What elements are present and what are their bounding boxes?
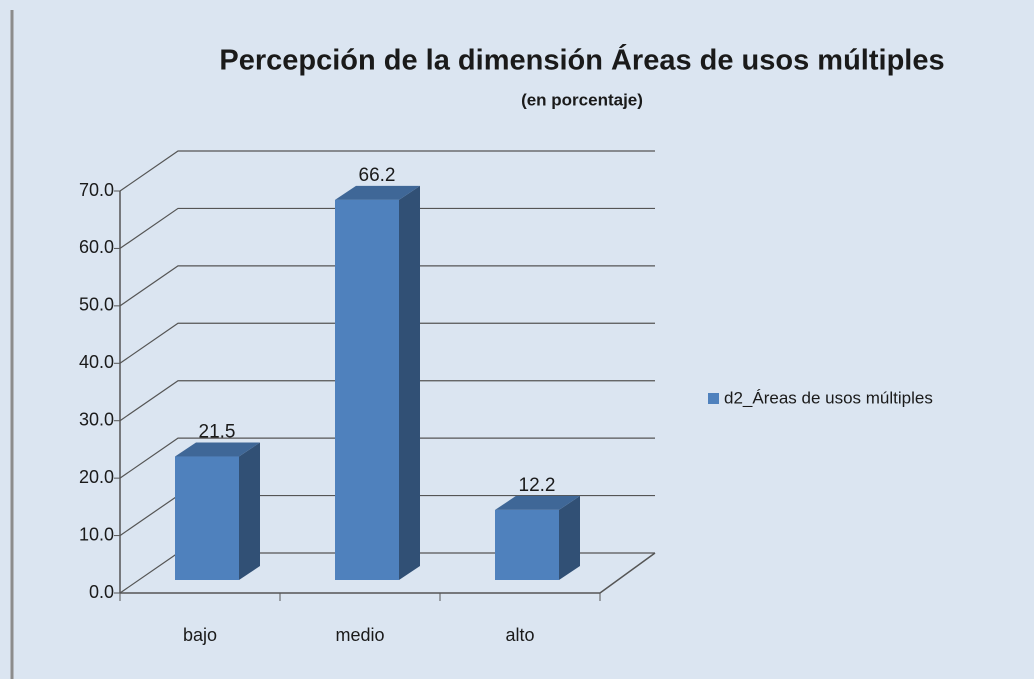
- y-tick-label: 70.0: [79, 180, 114, 200]
- grid-line: [119, 380, 655, 422]
- grid-line: [119, 322, 655, 364]
- bar: [335, 199, 399, 580]
- bar-side: [399, 185, 420, 580]
- y-tick-label: 30.0: [79, 409, 114, 429]
- y-tick-label: 40.0: [79, 352, 114, 372]
- legend-label: d2_Áreas de usos múltiples: [724, 388, 933, 407]
- value-label: 21.5: [199, 422, 236, 443]
- x-tick-label: bajo: [183, 625, 217, 645]
- bar-top: [335, 185, 420, 200]
- bar-top: [495, 495, 580, 510]
- grid-line: [119, 207, 655, 249]
- value-label: 66.2: [359, 165, 396, 186]
- y-tick-label: 20.0: [79, 467, 114, 487]
- y-tick-label: 60.0: [79, 237, 114, 257]
- bar: [495, 509, 559, 580]
- value-label: 12.2: [519, 475, 556, 496]
- x-tick-label: alto: [505, 625, 534, 645]
- bar-side: [559, 495, 580, 580]
- grid-line: [119, 265, 655, 307]
- chart-subtitle: (en porcentaje): [521, 90, 643, 109]
- chart-title: Percepción de la dimensión Áreas de usos…: [219, 43, 944, 77]
- grid-line: [119, 150, 655, 192]
- y-tick-label: 50.0: [79, 295, 114, 315]
- y-tick-label: 0.0: [89, 582, 114, 602]
- bar-top: [175, 442, 260, 457]
- bar-side: [239, 442, 260, 580]
- bar: [175, 456, 239, 580]
- y-tick-label: 10.0: [79, 524, 114, 544]
- grid-line: [119, 437, 655, 479]
- legend-swatch: [708, 393, 719, 404]
- x-tick-label: medio: [335, 625, 384, 645]
